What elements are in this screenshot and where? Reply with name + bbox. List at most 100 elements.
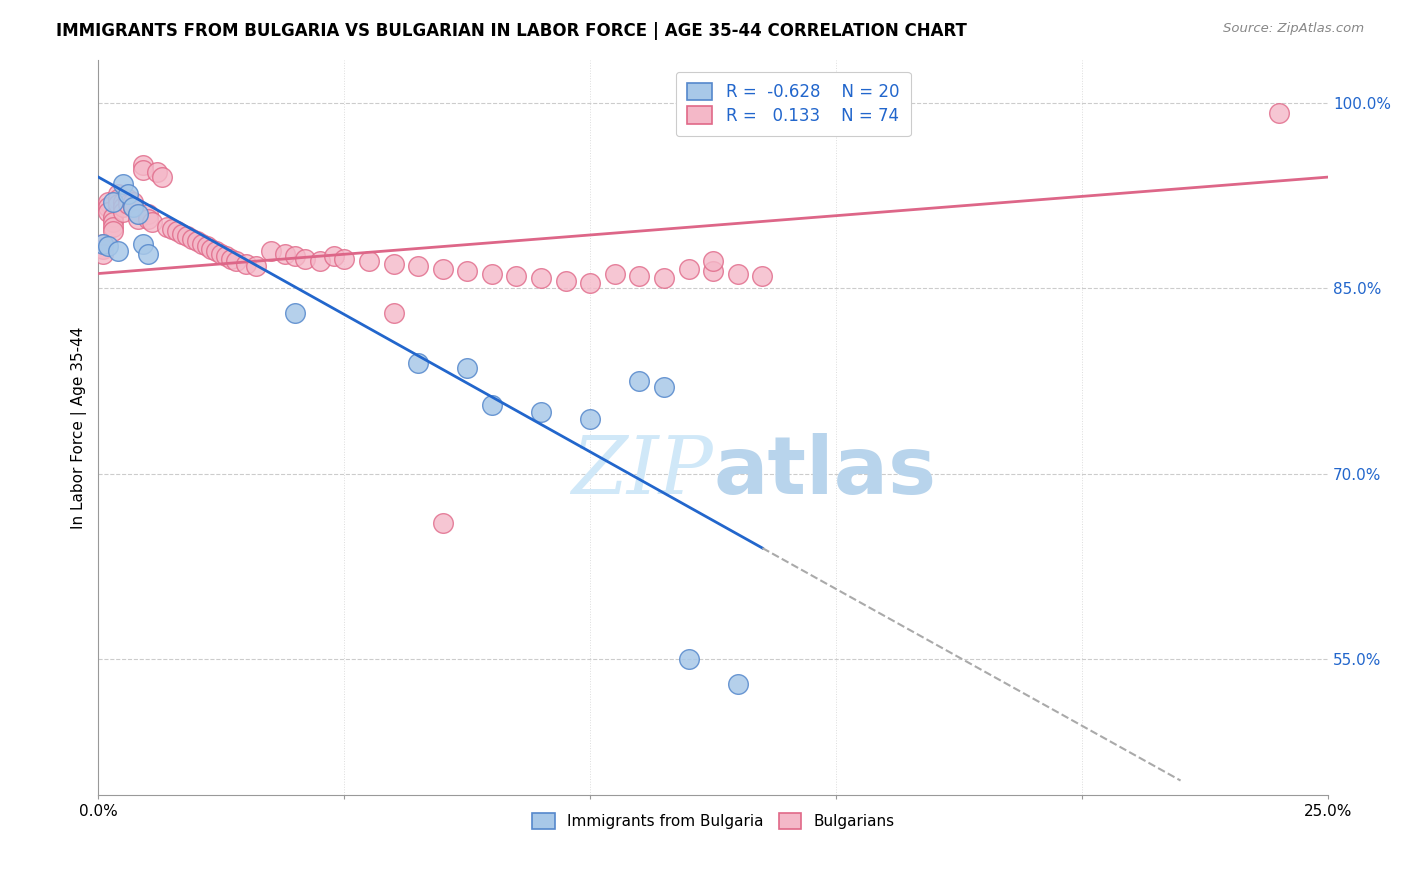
Point [215,249,238,263]
Point [180,232,202,246]
Point [101,194,124,209]
Point [1268,105,1291,120]
Point [284,306,307,320]
Point [702,254,724,268]
Point [406,355,429,369]
Point [91,242,114,256]
Point [117,187,139,202]
Point [97,194,120,209]
Point [205,244,228,259]
Point [97,200,120,214]
Point [170,227,193,241]
Point [190,236,212,251]
Point [294,252,316,266]
Point [160,222,183,236]
Point [186,235,208,249]
Point [530,405,553,419]
Point [136,246,159,260]
Point [284,249,307,263]
Point [481,267,503,281]
Point [127,207,149,221]
Point [111,200,134,214]
Point [579,277,602,291]
Point [101,225,124,239]
Point [603,267,626,281]
Point [382,257,405,271]
Point [308,254,330,268]
Point [146,165,169,179]
Point [554,274,576,288]
Point [111,204,134,219]
Point [111,178,134,192]
Point [579,412,602,426]
Point [107,187,129,202]
Point [357,254,380,268]
Point [107,244,129,259]
Point [235,257,257,271]
Point [131,158,153,172]
Point [678,652,700,666]
Point [150,170,173,185]
Point [141,214,163,228]
Point [136,212,159,227]
Point [101,210,124,224]
Point [156,219,179,234]
Point [274,246,297,260]
Point [121,200,143,214]
Point [406,259,429,273]
Point [111,194,134,209]
Point [101,214,124,228]
Point [117,192,139,206]
Point [131,236,153,251]
Point [107,192,129,206]
Point [432,261,454,276]
Y-axis label: In Labor Force | Age 35-44: In Labor Force | Age 35-44 [72,326,87,529]
Point [530,271,553,285]
Point [166,225,188,239]
Point [91,236,114,251]
Text: IMMIGRANTS FROM BULGARIA VS BULGARIAN IN LABOR FORCE | AGE 35-44 CORRELATION CHA: IMMIGRANTS FROM BULGARIA VS BULGARIAN IN… [56,22,967,40]
Point [702,264,724,278]
Point [127,207,149,221]
Point [131,162,153,177]
Point [97,239,120,253]
Legend: Immigrants from Bulgaria, Bulgarians: Immigrants from Bulgaria, Bulgarians [526,807,901,836]
Point [481,398,503,412]
Point [136,207,159,221]
Point [107,197,129,211]
Point [323,249,346,263]
Point [382,306,405,320]
Point [209,246,232,260]
Point [195,239,218,253]
Point [678,261,700,276]
Text: Source: ZipAtlas.com: Source: ZipAtlas.com [1223,22,1364,36]
Point [225,254,247,268]
Point [127,212,149,227]
Point [245,259,267,273]
Point [176,229,198,244]
Point [727,267,749,281]
Point [727,677,749,691]
Point [652,271,675,285]
Point [91,246,114,260]
Point [200,242,222,256]
Point [121,200,143,214]
Point [628,268,651,283]
Point [219,252,242,266]
Point [505,268,527,283]
Point [117,197,139,211]
Point [628,374,651,388]
Point [432,516,454,531]
Point [751,268,773,283]
Text: atlas: atlas [713,433,936,510]
Point [97,204,120,219]
Text: ZIP: ZIP [571,433,713,510]
Point [121,194,143,209]
Point [101,219,124,234]
Point [259,244,281,259]
Point [333,252,356,266]
Point [456,360,478,375]
Point [91,236,114,251]
Point [652,380,675,394]
Point [456,264,478,278]
